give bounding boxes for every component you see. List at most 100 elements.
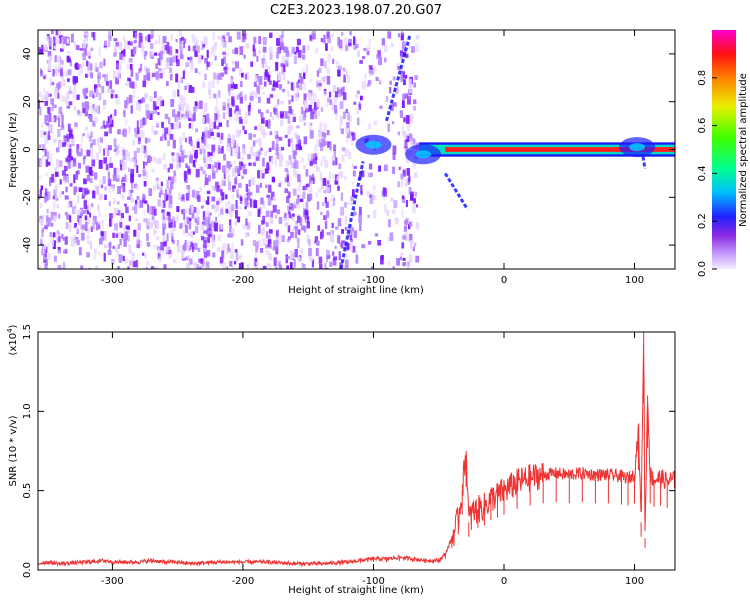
spectrogram-cell	[234, 249, 238, 253]
spectrogram-cell	[330, 156, 334, 161]
spectrogram-cell	[254, 74, 258, 82]
spectrogram-cell	[70, 33, 74, 43]
spectrogram-cell	[415, 43, 420, 53]
spectrogram-cell	[401, 125, 405, 134]
spectrogram-cell	[60, 125, 65, 131]
spectrogram-cell	[121, 179, 124, 189]
spectrogram-cell	[305, 201, 309, 211]
spectrogram-cell	[265, 240, 270, 246]
spectrogram-cell	[90, 170, 94, 177]
spectrogram-cell	[279, 42, 284, 50]
spectrogram-cell	[292, 266, 295, 269]
spectrogram-cell	[303, 93, 307, 100]
spectrogram-cell	[63, 36, 67, 44]
spectrogram-cell	[350, 230, 353, 236]
spectrogram-cell	[115, 77, 119, 85]
spectrogram-cell	[234, 47, 239, 55]
spectrogram-cell	[400, 173, 404, 180]
spectrogram-cell	[385, 96, 389, 102]
spectrogram-cell	[297, 174, 301, 183]
spectrogram-cell	[58, 106, 63, 115]
spectrogram-cell	[123, 238, 127, 247]
spectrogram-cell	[201, 136, 204, 140]
spectrogram-cell	[306, 234, 310, 243]
spectrogram-cell	[287, 225, 291, 233]
spectrogram-cell	[259, 183, 262, 188]
spectrogram-cell	[248, 133, 253, 140]
spectrogram-cell	[47, 243, 50, 250]
spectrogram-cell	[302, 264, 306, 269]
spectrogram-cell	[285, 50, 290, 57]
spectrogram-cell	[344, 226, 348, 231]
spectrogram-cell	[133, 159, 137, 168]
spectrogram-cell	[187, 57, 190, 61]
spectrogram-cell	[405, 155, 409, 164]
spectrogram-cell	[42, 73, 45, 77]
spectrogram-cell	[158, 67, 163, 72]
spectrogram-cell	[301, 225, 306, 231]
spectrogram-cell	[137, 99, 141, 105]
spectrogram-cell	[131, 207, 135, 211]
spectrogram-cell	[54, 55, 57, 63]
colorbar-gradient	[712, 30, 736, 269]
spectrogram-cell	[320, 160, 323, 167]
spectrogram-cell	[128, 215, 131, 222]
spectrogram-cell	[165, 62, 170, 69]
spectrogram-cell	[205, 261, 210, 269]
spectrogram-cell	[244, 73, 247, 80]
spectrogram-cell	[284, 134, 288, 138]
spectrogram-cell	[69, 215, 72, 223]
spectrogram-cell	[237, 206, 242, 210]
spectrogram-cell	[254, 157, 257, 163]
spectrogram-cell	[56, 204, 60, 209]
spectrogram-cell	[230, 253, 234, 259]
spectrogram-cell	[204, 177, 209, 185]
spectrogram-cell	[266, 72, 269, 78]
spectrogram-cell	[392, 76, 396, 81]
spectrogram-cell	[208, 234, 212, 238]
spectrogram-cell	[234, 166, 239, 173]
spectrogram-cell	[191, 243, 194, 249]
spectrogram-cell	[227, 243, 230, 249]
spectrogram-cell	[413, 242, 417, 247]
spectrogram-cell	[50, 211, 54, 220]
spectrogram-cell	[61, 123, 64, 128]
spectrogram-cell	[323, 122, 328, 131]
spectrogram-cell	[81, 102, 86, 109]
snr-panel: -300 -200 -100 0 100 0.00.51.01.5 Height of …	[6, 324, 676, 596]
spectrogram-cell	[108, 124, 112, 134]
spectrogram-cell	[109, 163, 113, 168]
spectrogram-cell	[287, 205, 290, 211]
spectrogram-cell	[173, 123, 178, 129]
spectrogram-cell	[82, 187, 87, 197]
spectrogram-cell	[275, 214, 277, 219]
spectrogram-cell	[76, 147, 80, 155]
spectrogram-cell	[400, 179, 403, 188]
spectrogram-cell	[134, 127, 137, 133]
spectrogram-cell	[102, 120, 105, 128]
spectrogram-cell	[323, 75, 326, 84]
spectrogram-cell	[277, 98, 280, 105]
spectrogram-cell	[298, 84, 303, 91]
spectrogram-cell	[83, 155, 86, 159]
spectrogram-cell	[104, 131, 109, 137]
spectrogram-cell	[98, 46, 102, 56]
spectrogram-cell	[346, 122, 350, 131]
spectrogram-cell	[157, 199, 161, 207]
spectrogram-cell	[67, 203, 70, 208]
spectrogram-cell	[350, 195, 355, 201]
x-tick-label: -100	[362, 576, 385, 587]
spectrogram-cell	[287, 191, 290, 199]
spectrogram-cell	[226, 106, 229, 115]
spectrogram-cell	[247, 264, 250, 269]
spectrogram-cell	[287, 138, 291, 147]
spectrogram-cell	[237, 108, 241, 115]
spectrogram-cell	[254, 126, 258, 130]
spectrogram-cell	[278, 147, 282, 154]
spectrogram-cell	[211, 234, 215, 243]
spectrogram-cell	[401, 100, 405, 108]
spectrogram-cell	[134, 32, 137, 39]
spectrogram-cell	[142, 252, 145, 256]
spectrogram-cell	[86, 252, 90, 258]
spectrogram-cell	[193, 106, 197, 112]
